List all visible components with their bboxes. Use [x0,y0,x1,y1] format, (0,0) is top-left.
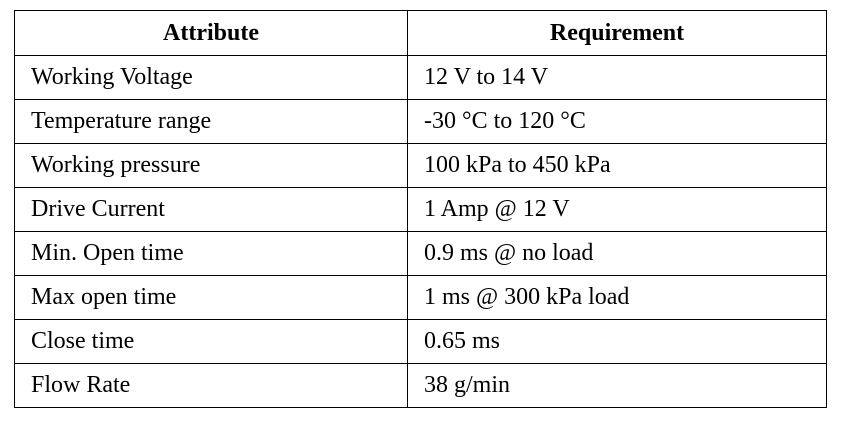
table-row: Max open time 1 ms @ 300 kPa load [14,275,827,320]
requirement-cell: 0.65 ms [407,319,827,364]
requirement-cell: 100 kPa to 450 kPa [407,143,827,188]
attribute-cell: Close time [14,319,408,364]
attribute-cell: Min. Open time [14,231,408,276]
requirement-cell: 38 g/min [407,363,827,408]
requirement-cell: 0.9 ms @ no load [407,231,827,276]
specification-table: Attribute Requirement Working Voltage 12… [14,10,827,408]
attribute-cell: Drive Current [14,187,408,232]
table-row: Working Voltage 12 V to 14 V [14,55,827,100]
requirement-cell: 12 V to 14 V [407,55,827,100]
attribute-cell: Temperature range [14,99,408,144]
requirement-cell: 1 Amp @ 12 V [407,187,827,232]
attribute-cell: Working pressure [14,143,408,188]
attribute-cell: Working Voltage [14,55,408,100]
table-header-row: Attribute Requirement [14,10,827,56]
requirement-cell: 1 ms @ 300 kPa load [407,275,827,320]
table-row: Flow Rate 38 g/min [14,363,827,408]
table-row: Min. Open time 0.9 ms @ no load [14,231,827,276]
table-row: Working pressure 100 kPa to 450 kPa [14,143,827,188]
table-row: Temperature range -30 °C to 120 °C [14,99,827,144]
attribute-cell: Flow Rate [14,363,408,408]
header-requirement: Requirement [407,10,827,56]
table-row: Drive Current 1 Amp @ 12 V [14,187,827,232]
header-attribute: Attribute [14,10,408,56]
requirement-cell: -30 °C to 120 °C [407,99,827,144]
attribute-cell: Max open time [14,275,408,320]
table-row: Close time 0.65 ms [14,319,827,364]
